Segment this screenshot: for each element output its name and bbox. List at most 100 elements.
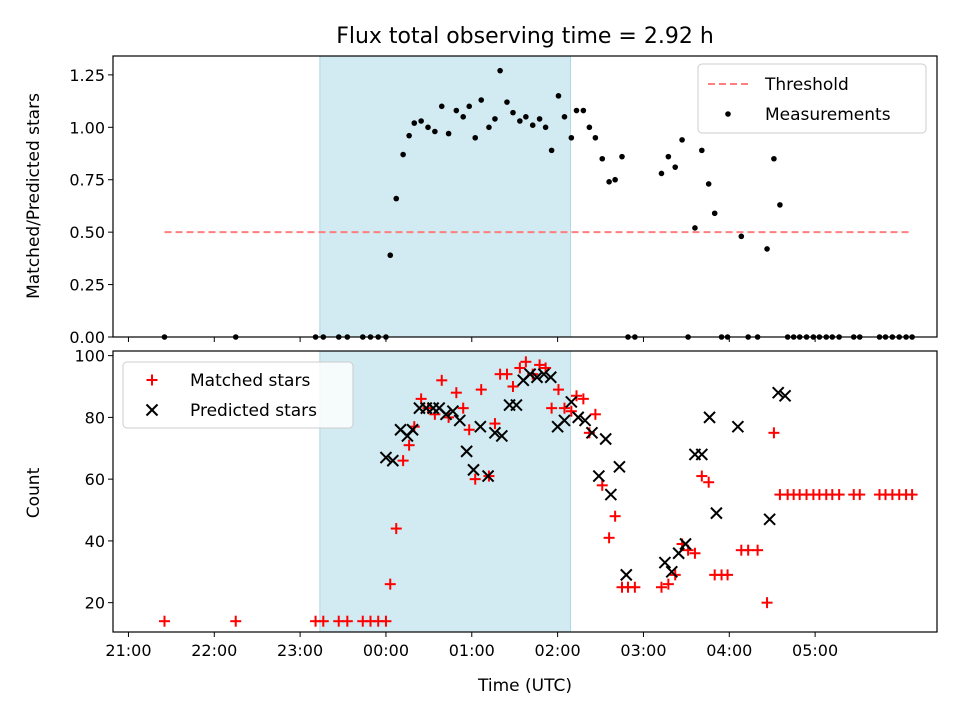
bottom-x-tick-label-3: 00:00 bbox=[363, 641, 409, 660]
predicted-point-14 bbox=[474, 420, 487, 433]
predicted-point-19 bbox=[510, 398, 523, 412]
predicted-point-27-b bbox=[565, 395, 578, 409]
legend-x-mark-b bbox=[145, 403, 159, 417]
measurement-point-10 bbox=[387, 252, 394, 259]
matched-point-35 bbox=[546, 402, 558, 414]
matched-point-76 bbox=[854, 489, 866, 501]
measurement-point-19 bbox=[445, 130, 452, 137]
observing-window-band bbox=[319, 55, 571, 338]
predicted-point-22 bbox=[530, 371, 544, 384]
predicted-point-38-b bbox=[672, 547, 685, 560]
matched-point-0 bbox=[159, 615, 170, 627]
top-y-tick-label-2: 0.50 bbox=[69, 223, 105, 242]
measurement-point-14 bbox=[411, 120, 418, 126]
measurement-point-52 bbox=[679, 137, 685, 143]
matched-point-5 bbox=[341, 615, 353, 627]
predicted-point-46-b bbox=[772, 386, 785, 399]
predicted-point-16 bbox=[488, 426, 502, 440]
matched-point-48 bbox=[629, 581, 641, 593]
predicted-point-8-b bbox=[432, 401, 446, 415]
matched-point-22 bbox=[463, 424, 475, 436]
predicted-point-27 bbox=[565, 395, 578, 409]
predicted-point-39 bbox=[679, 537, 692, 551]
bottom-x-tick-label-8: 05:00 bbox=[792, 641, 838, 660]
predicted-point-44 bbox=[731, 420, 745, 433]
matched-point-49 bbox=[655, 581, 667, 593]
matched-point-54 bbox=[689, 547, 701, 559]
predicted-point-34 bbox=[613, 460, 626, 474]
measurement-point-22 bbox=[466, 103, 473, 110]
predicted-point-23 bbox=[537, 367, 551, 381]
measurement-point-23 bbox=[472, 134, 479, 141]
measurement-point-44 bbox=[606, 179, 612, 185]
legend-matched-swatch bbox=[146, 374, 158, 386]
measurement-point-25 bbox=[486, 124, 492, 131]
matched-point-56 bbox=[703, 476, 715, 488]
predicted-point-30-b bbox=[585, 426, 599, 440]
predicted-point-15 bbox=[481, 469, 495, 483]
predicted-point-11 bbox=[453, 414, 466, 427]
legend-predicted-label: Predicted stars bbox=[190, 401, 317, 421]
top-chart-legend: Threshold Measurements bbox=[697, 63, 927, 134]
predicted-point-42 bbox=[703, 411, 716, 424]
measurement-point-55 bbox=[699, 147, 705, 154]
measurement-point-15 bbox=[418, 118, 424, 124]
predicted-point-19-b bbox=[510, 398, 523, 412]
matched-point-61 bbox=[742, 544, 754, 556]
bottom-x-tick-label-0: 21:00 bbox=[105, 641, 151, 660]
matched-point-37 bbox=[558, 402, 570, 414]
bottom-axes-frame bbox=[112, 350, 938, 633]
measurement-point-27 bbox=[497, 67, 503, 74]
matched-point-29 bbox=[507, 381, 519, 393]
bottom-x-tick-label-4: 01:00 bbox=[449, 641, 495, 660]
predicted-point-34-b bbox=[613, 460, 626, 474]
measurement-point-17 bbox=[432, 128, 438, 135]
predicted-point-29 bbox=[578, 414, 592, 427]
matched-point-13 bbox=[403, 439, 415, 451]
matched-point-21 bbox=[457, 402, 469, 414]
top-y-tick-label-1: 0.25 bbox=[69, 276, 105, 295]
predicted-point-41 bbox=[695, 448, 709, 461]
matched-point-50 bbox=[662, 578, 674, 590]
legend-x-mark bbox=[145, 403, 159, 417]
bottom-chart-x-axis-label: Time (UTC) bbox=[477, 676, 572, 696]
predicted-point-36-b bbox=[658, 556, 672, 569]
predicted-point-35 bbox=[620, 568, 633, 582]
top-y-tick-label-4: 1.00 bbox=[69, 118, 105, 137]
predicted-point-32-b bbox=[599, 432, 612, 446]
predicted-point-30 bbox=[585, 426, 599, 440]
measurement-point-16 bbox=[425, 124, 431, 131]
predicted-point-16-b bbox=[488, 426, 502, 440]
predicted-point-2-b bbox=[394, 423, 407, 436]
predicted-point-26-b bbox=[558, 414, 571, 427]
measurement-point-39 bbox=[573, 107, 580, 114]
measurement-point-46 bbox=[619, 153, 625, 160]
bottom-legend-box bbox=[122, 361, 354, 429]
predicted-point-45 bbox=[763, 513, 776, 526]
measurement-point-33 bbox=[536, 116, 543, 122]
legend-measurements-swatch bbox=[725, 111, 731, 117]
predicted-point-42-b bbox=[703, 411, 716, 424]
measurement-point-31 bbox=[523, 114, 529, 120]
matched-point-11 bbox=[390, 523, 402, 535]
bottom-y-tick-label-2: 60 bbox=[85, 470, 105, 489]
measurement-point-13 bbox=[406, 132, 412, 139]
predicted-point-1-b bbox=[386, 454, 400, 467]
bottom-y-tick-label-0: 20 bbox=[85, 594, 105, 613]
bottom-chart-plot: 20 40 60 80 100 21:00 22:00 23:00 00:00 01:00 02:0… bbox=[74, 347, 938, 660]
top-chart-y-axis-label: Matched/Predicted stars bbox=[24, 93, 44, 299]
measurement-point-42 bbox=[592, 134, 599, 141]
measurement-point-29 bbox=[510, 109, 516, 116]
measurement-point-50 bbox=[665, 153, 672, 160]
measurement-point-11 bbox=[393, 195, 400, 202]
matched-point-63 bbox=[761, 597, 773, 609]
top-chart-title: Flux total observing time = 2.92 h bbox=[336, 24, 714, 49]
matched-point-62 bbox=[752, 544, 764, 556]
measurement-point-65 bbox=[777, 202, 783, 208]
measurement-point-35 bbox=[548, 147, 555, 154]
measurement-point-40 bbox=[580, 107, 587, 114]
matched-point-28 bbox=[501, 368, 513, 380]
matched-point-12 bbox=[397, 455, 409, 467]
bottom-x-tick-label-2: 23:00 bbox=[277, 641, 323, 660]
